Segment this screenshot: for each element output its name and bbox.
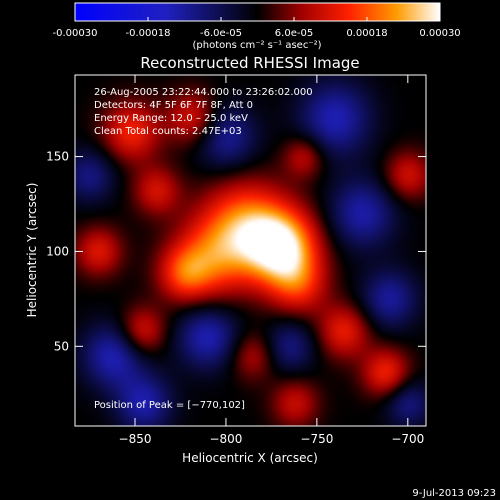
colorbar-unit-label: (photons cm⁻² s⁻¹ asec⁻²) xyxy=(192,40,321,51)
footer-timestamp: 9-Jul-2013 09:23 xyxy=(412,488,496,499)
info-text-block: 26-Aug-2005 23:22:44.000 to 23:26:02.000… xyxy=(94,87,313,137)
y-tick-label: 50 xyxy=(54,339,69,353)
y-tick-label: 100 xyxy=(46,244,69,258)
x-tick-label: −750 xyxy=(300,432,333,446)
colorbar-tick-label: -0.00018 xyxy=(126,28,171,39)
x-axis-ticks: −850 −800 −750 −700 xyxy=(119,75,424,446)
x-tick-label: −850 xyxy=(119,432,152,446)
info-line-total-counts: Clean Total counts: 2.47E+03 xyxy=(94,126,242,137)
y-tick-label: 150 xyxy=(46,150,69,164)
colorbar-gradient xyxy=(75,3,440,21)
y-axis-ticks: 50 100 150 xyxy=(46,150,426,353)
heatmap-image xyxy=(75,75,426,426)
x-tick-label: −700 xyxy=(391,432,424,446)
heatmap-area: 26-Aug-2005 23:22:44.000 to 23:26:02.000… xyxy=(75,75,426,426)
y-axis-label: Heliocentric Y (arcsec) xyxy=(25,183,39,318)
colorbar-tick-label: 6.0e-05 xyxy=(275,28,313,39)
chart-title: Reconstructed RHESSI Image xyxy=(140,54,359,72)
plot-frame xyxy=(74,74,427,427)
colorbar-tick-label: -6.0e-05 xyxy=(200,28,242,39)
x-axis-label: Heliocentric X (arcsec) xyxy=(182,451,318,465)
x-tick-label: −800 xyxy=(209,432,242,446)
colorbar: -0.00030 -0.00018 -6.0e-05 6.0e-05 0.00018 0.… xyxy=(53,2,461,51)
info-line-time-range: 26-Aug-2005 23:22:44.000 to 23:26:02.000 xyxy=(94,87,313,98)
info-line-detectors: Detectors: 4F 5F 6F 7F 8F, Att 0 xyxy=(94,100,253,111)
colorbar-tick-label: 0.00018 xyxy=(346,28,387,39)
info-line-energy-range: Energy Range: 12.0 – 25.0 keV xyxy=(94,113,248,124)
colorbar-tick-label: -0.00030 xyxy=(53,28,98,39)
colorbar-ticks: -0.00030 -0.00018 -6.0e-05 6.0e-05 0.00018 0.… xyxy=(53,17,461,39)
colorbar-frame xyxy=(74,2,441,22)
peak-position-label: Position of Peak = [−770,102] xyxy=(94,400,245,411)
colorbar-tick-label: 0.00030 xyxy=(419,28,460,39)
